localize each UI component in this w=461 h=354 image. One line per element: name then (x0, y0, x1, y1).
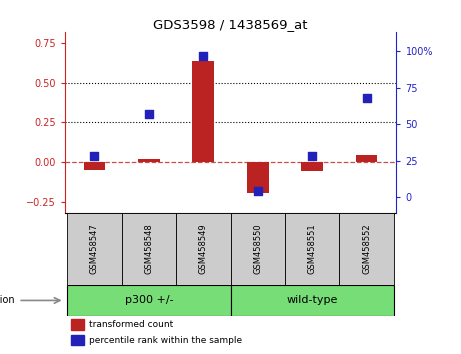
Text: GSM458549: GSM458549 (199, 223, 208, 274)
Bar (71, 319, 84, 330)
Bar (247, 162, 269, 193)
Point (308, 153, 316, 159)
Bar (301, 162, 323, 171)
Point (91, 153, 98, 159)
Bar (176, 213, 230, 285)
Bar (285, 213, 339, 285)
Text: GSM458552: GSM458552 (362, 223, 371, 274)
Bar (71, 335, 84, 346)
Text: GSM458550: GSM458550 (253, 223, 262, 274)
Text: GSM458551: GSM458551 (307, 223, 317, 274)
Text: wild-type: wild-type (286, 296, 338, 306)
Bar (230, 285, 394, 316)
Bar (67, 285, 230, 316)
Text: GSM458547: GSM458547 (90, 223, 99, 274)
Point (200, 53, 207, 58)
Bar (122, 213, 176, 285)
Bar (192, 61, 214, 162)
Title: GDS3598 / 1438569_at: GDS3598 / 1438569_at (153, 18, 308, 31)
Bar (355, 155, 378, 162)
Bar (67, 213, 122, 285)
Text: percentile rank within the sample: percentile rank within the sample (89, 336, 242, 344)
Text: genotype/variation: genotype/variation (0, 296, 16, 306)
Bar (83, 162, 106, 170)
Bar (138, 159, 160, 162)
Text: p300 +/-: p300 +/- (124, 296, 173, 306)
Bar (230, 213, 285, 285)
Point (254, 188, 261, 194)
Text: transformed count: transformed count (89, 320, 174, 329)
Point (363, 95, 370, 101)
Bar (339, 213, 394, 285)
Text: GSM458548: GSM458548 (144, 223, 154, 274)
Point (145, 111, 153, 117)
